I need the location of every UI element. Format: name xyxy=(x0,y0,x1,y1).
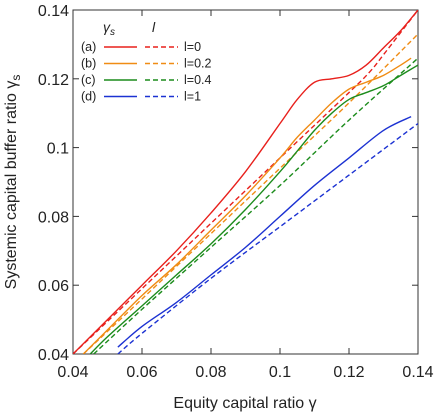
plot-frame xyxy=(72,9,419,355)
legend-head-dashed: l xyxy=(152,19,156,35)
y-tick-label: 0.08 xyxy=(38,209,69,226)
y-axis-title-sub: s xyxy=(9,75,23,81)
series-line-a-solid xyxy=(73,10,418,354)
series-line-d-dashed xyxy=(117,122,418,354)
y-tick-label: 0.1 xyxy=(47,141,69,158)
x-tick-label: 0.1 xyxy=(269,364,291,381)
x-tick-label: 0.04 xyxy=(57,364,88,381)
x-tick-label: 0.06 xyxy=(126,364,157,381)
legend-head-solid-sub: s xyxy=(110,27,115,38)
series-line-c-solid xyxy=(89,64,418,354)
series-line-b-solid xyxy=(82,57,412,354)
legend-tag: (a) xyxy=(81,40,96,54)
legend-tag: (c) xyxy=(81,73,96,87)
legend-label: l=0 xyxy=(184,40,201,54)
series-line-d-solid xyxy=(117,116,412,348)
y-axis-title: Systemic capital buffer ratio γs xyxy=(3,75,23,290)
series-line-a-dashed xyxy=(73,10,418,354)
x-axis-title: Equity capital ratio γ xyxy=(173,395,316,412)
y-tick-label: 0.12 xyxy=(38,72,69,89)
y-tick-label: 0.06 xyxy=(38,278,69,295)
legend-tag: (d) xyxy=(81,90,96,104)
x-tick-label: 0.14 xyxy=(402,364,433,381)
series-line-c-dashed xyxy=(93,57,418,354)
y-tick-label: 0.14 xyxy=(38,3,69,20)
legend-label: l=0.2 xyxy=(184,57,212,71)
y-axis-title-main: Systemic capital buffer ratio γ xyxy=(3,81,20,290)
x-tick-label: 0.08 xyxy=(195,364,226,381)
legend-label: l=0.4 xyxy=(184,73,212,87)
legend-label: l=1 xyxy=(184,90,201,104)
legend-head-solid: γs xyxy=(103,19,115,38)
y-tick-label: 0.04 xyxy=(38,347,69,364)
legend-tag: (b) xyxy=(81,57,96,71)
series-line-b-dashed xyxy=(82,33,418,354)
x-tick-label: 0.12 xyxy=(333,364,364,381)
